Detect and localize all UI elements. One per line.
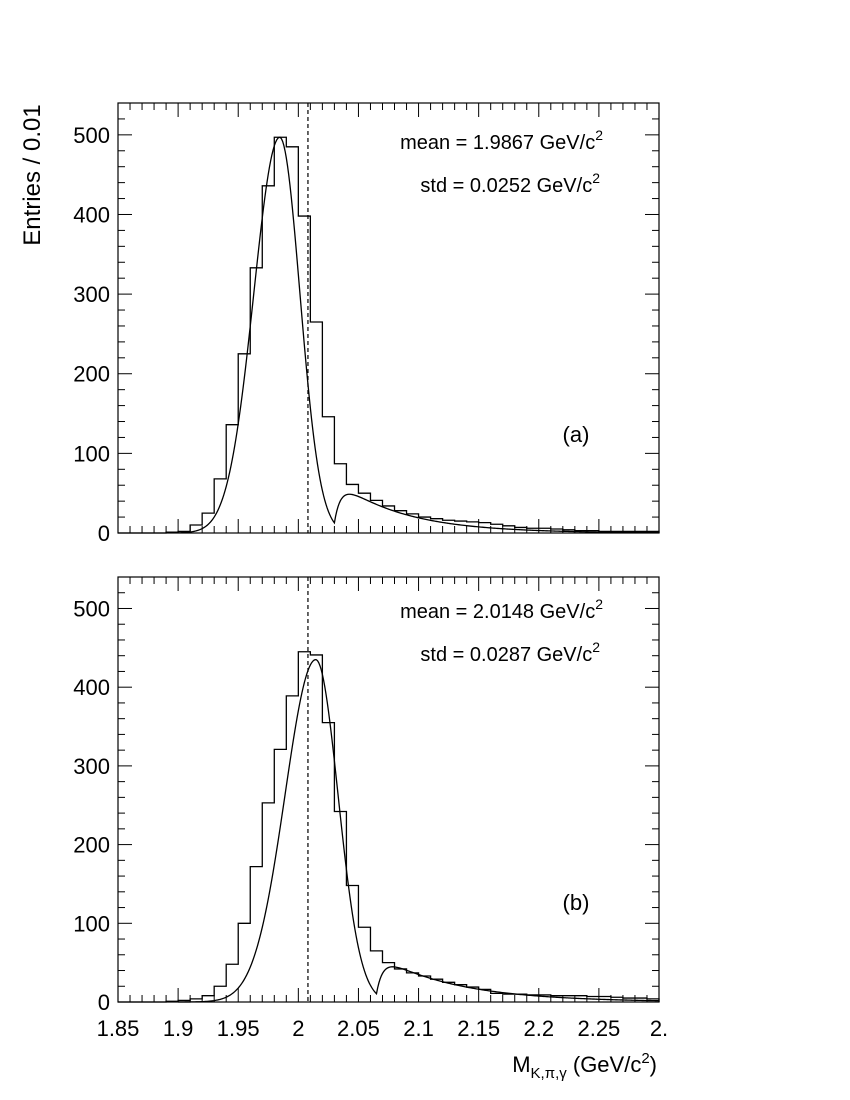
panel-label: (a) [563, 422, 590, 447]
histogram-series [118, 651, 660, 1003]
x-tick-label: 2 [292, 1016, 304, 1041]
panel-label: (b) [563, 890, 590, 915]
std-annotation: std = 0.0287 GeV/c2 [420, 639, 600, 666]
x-tick-label: 2. [650, 1016, 668, 1041]
y-tick-label: 500 [73, 123, 110, 148]
y-tick-label: 400 [73, 202, 110, 227]
x-tick-label: 1.85 [97, 1016, 140, 1041]
x-tick-label: 2.1 [403, 1016, 434, 1041]
y-tick-label: 200 [73, 833, 110, 858]
y-tick-label: 100 [73, 911, 110, 936]
histogram-series [118, 136, 660, 534]
y-tick-label: 0 [98, 990, 110, 1015]
y-tick-label: 500 [73, 596, 110, 621]
y-tick-label: 100 [73, 441, 110, 466]
std-annotation: std = 0.0252 GeV/c2 [420, 170, 600, 197]
y-tick-label: 300 [73, 754, 110, 779]
y-axis-label: Entries / 0.01 [19, 104, 46, 245]
plot-frame [117, 102, 660, 534]
x-tick-labels: 1.85 1.9 1.95 2 2.05 2.1 2.15 2.2 2.25 2. [97, 1016, 669, 1041]
x-tick-label: 1.9 [163, 1016, 194, 1041]
x-tick-label: 1.95 [217, 1016, 260, 1041]
x-tick-label: 2.05 [337, 1016, 380, 1041]
axis-ticks [117, 102, 660, 534]
y-tick-label: 200 [73, 362, 110, 387]
y-tick-labels: 0 100 200 300 400 500 [73, 596, 110, 1015]
x-tick-label: 2.25 [577, 1016, 620, 1041]
plot-frame [117, 576, 660, 1003]
mean-annotation: mean = 1.9867 GeV/c2 [400, 127, 603, 154]
panel-a: 0 100 200 300 400 500 mean = 1.9867 GeV/c2 st… [73, 102, 660, 546]
mean-annotation: mean = 2.0148 GeV/c2 [400, 596, 603, 623]
y-tick-label: 0 [98, 521, 110, 546]
x-tick-label: 2.15 [457, 1016, 500, 1041]
y-tick-label: 400 [73, 675, 110, 700]
fit-curve [178, 136, 660, 534]
axis-ticks [117, 576, 660, 1003]
panel-b: 0 100 200 300 400 500 mean = 2.0148 GeV/c2 st… [73, 576, 660, 1015]
fit-curve [178, 659, 660, 1003]
x-tick-label: 2.2 [523, 1016, 554, 1041]
y-tick-labels: 0 100 200 300 400 500 [73, 123, 110, 546]
y-tick-label: 300 [73, 282, 110, 307]
x-axis-label: MK,π,γ (GeV/c2) [512, 1050, 657, 1082]
